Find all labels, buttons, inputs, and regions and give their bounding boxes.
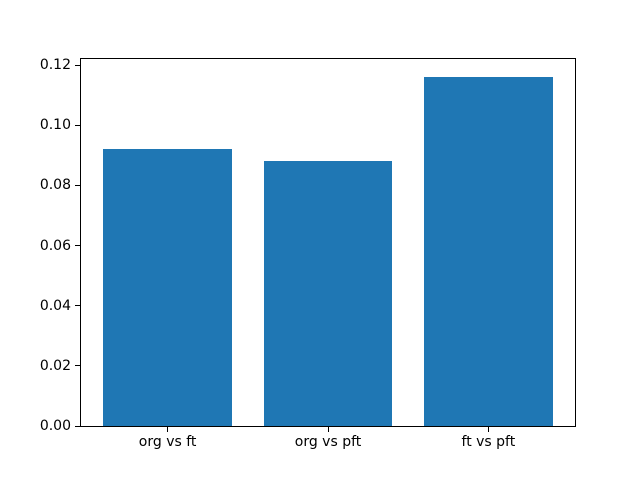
- bar: [424, 77, 553, 426]
- plot-area: 0.00 0.02 0.04 0.06 0.08 0.10 0.12 org vs ft org…: [40, 58, 576, 449]
- y-axis-tick-mark: [75, 365, 80, 367]
- y-axis-tick-mark: [75, 184, 80, 186]
- x-axis-tick-mark: [167, 427, 169, 432]
- y-axis-tick-label: 0.02: [39, 357, 71, 374]
- y-axis-tick-mark: [75, 245, 80, 246]
- y-axis-tick-mark: [75, 305, 80, 307]
- y-axis-tick-label: 0.08: [39, 177, 71, 194]
- x-axis-tick-mark: [487, 427, 489, 432]
- y-axis-tick-mark: [75, 124, 80, 126]
- x-axis-tick-label: ft vs pft: [461, 434, 516, 450]
- y-axis-tick-label: 0.00: [39, 418, 71, 434]
- x-axis-tick-label: org vs pft: [294, 434, 362, 450]
- y-axis-tick-label: 0.10: [39, 117, 71, 134]
- y-axis-tick-mark: [75, 425, 80, 427]
- y-axis-tick-mark: [75, 64, 80, 66]
- x-axis-tick-label: org vs ft: [138, 434, 197, 450]
- y-axis-tick-label: 0.06: [39, 237, 71, 254]
- y-axis-tick-label: 0.12: [39, 57, 71, 74]
- y-axis-tick-label: 0.04: [39, 297, 71, 314]
- x-axis-tick-mark: [327, 427, 329, 432]
- bar: [103, 149, 232, 426]
- bar: [263, 161, 393, 426]
